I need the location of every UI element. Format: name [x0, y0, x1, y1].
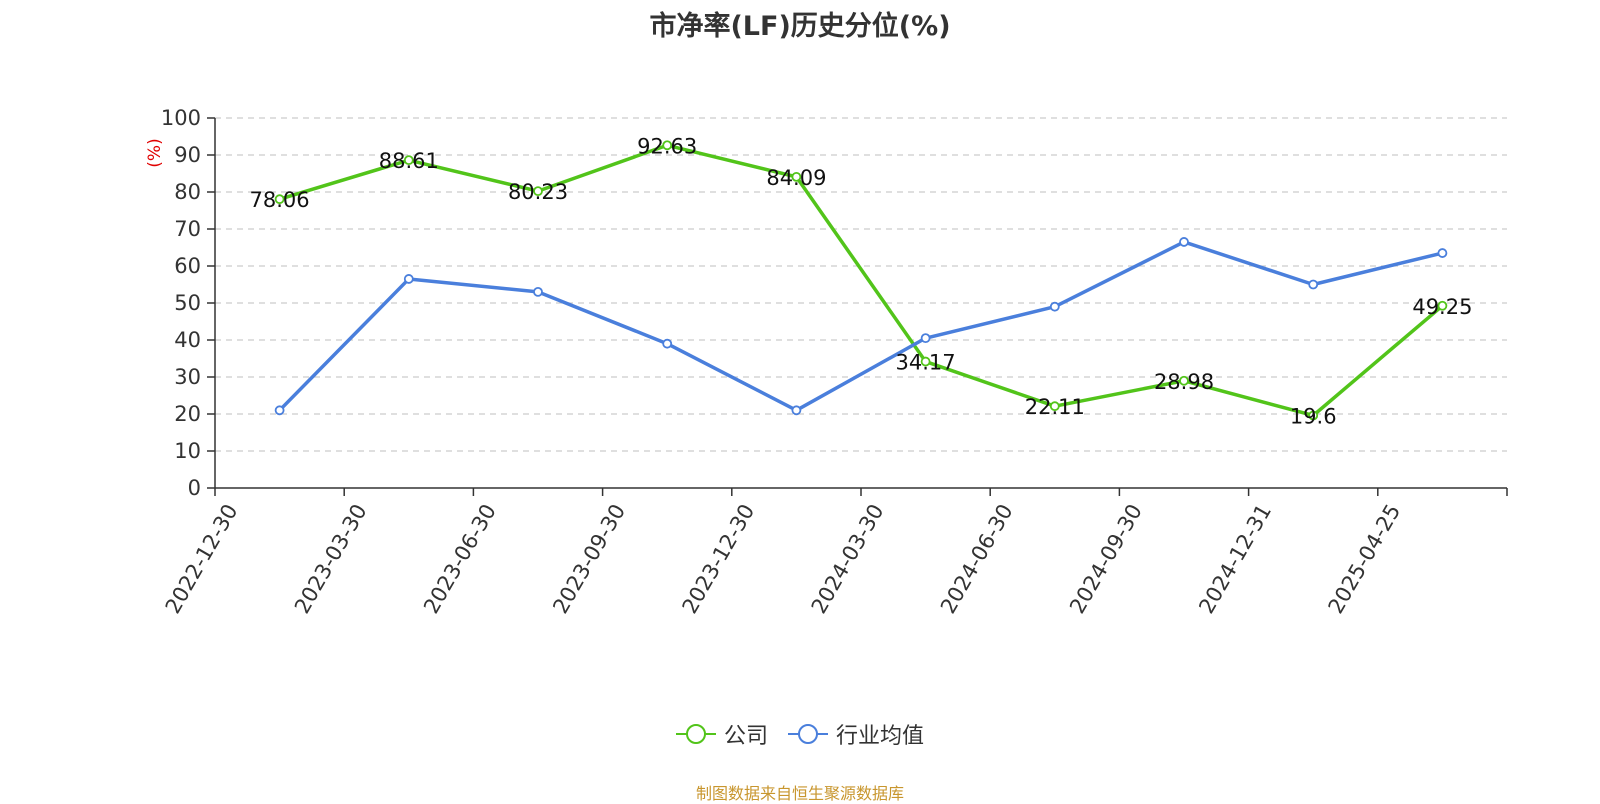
series-point-1 [1179, 237, 1189, 247]
data-labels: 78.06 88.61 80.23 92.63 84.09 34.17 22.11 28.98… [250, 134, 1473, 428]
series-line-0 [279, 143, 1444, 418]
x-tick-label: 2023-12-30 [677, 500, 759, 618]
y-axis-label: (%) [145, 138, 165, 167]
x-tick-label: 2024-12-31 [1194, 500, 1276, 618]
y-tick-label: 30 [174, 365, 201, 389]
chart-title: 市净率(LF)历史分位(%) [649, 11, 951, 42]
data-label: 22.11 [1025, 395, 1085, 419]
series-point-1 [274, 405, 285, 416]
legend-marker-company [675, 724, 716, 744]
x-tick-label: 2023-06-30 [419, 500, 501, 618]
series [274, 140, 1448, 421]
series-point-0 [1049, 401, 1060, 412]
data-label: 88.61 [379, 149, 439, 173]
y-tick-label: 70 [174, 217, 201, 241]
legend-item-industry[interactable]: 行业均值 [788, 718, 924, 750]
y-tick-label: 10 [174, 439, 201, 463]
y-tick-label: 0 [188, 476, 201, 500]
data-label: 92.63 [637, 134, 697, 158]
line-chart: 0 10 20 30 40 50 60 70 80 90 100 (%) 2022-12-30 2023-… [145, 106, 1508, 618]
series-point-0 [274, 194, 285, 205]
series-point-0 [533, 186, 543, 197]
x-tick-label: 2023-03-30 [290, 500, 372, 618]
series-point-1 [920, 333, 931, 344]
series-point-1 [533, 286, 543, 297]
y-tick-label: 100 [161, 106, 201, 130]
y-tick-label: 50 [174, 291, 201, 315]
series-point-0 [403, 155, 414, 166]
legend-label-company: 公司 [723, 724, 768, 749]
y-tick-label: 20 [174, 402, 201, 426]
series-point-0 [920, 356, 931, 367]
data-label: 78.06 [250, 188, 310, 212]
series-point-1 [791, 405, 802, 416]
series-point-1 [1308, 279, 1319, 290]
data-label: 19.6 [1290, 404, 1337, 428]
y-tick-label: 60 [174, 254, 201, 278]
series-point-0 [1437, 300, 1448, 311]
x-tick-label: 2024-09-30 [1065, 500, 1147, 618]
data-label: 34.17 [896, 351, 956, 375]
series-point-1 [1437, 248, 1448, 258]
series-point-1 [1049, 301, 1060, 312]
y-tick-label: 80 [174, 180, 201, 204]
data-label: 80.23 [508, 180, 568, 204]
series-line-1 [278, 240, 1443, 413]
y-tick-label: 90 [174, 143, 201, 167]
legend-item-company[interactable]: 公司 [675, 718, 768, 750]
legend-marker-industry [788, 724, 828, 744]
series-point-0 [662, 140, 673, 151]
data-label: 28.98 [1154, 370, 1214, 394]
series-point-0 [1179, 375, 1189, 386]
legend-label-industry: 行业均值 [836, 724, 925, 749]
x-tick-label: 2024-06-30 [936, 500, 1018, 618]
data-label: 84.09 [766, 166, 826, 190]
series-point-1 [403, 274, 414, 284]
x-tick-label: 2023-09-30 [548, 500, 630, 618]
x-tick-label: 2022-12-30 [161, 500, 243, 618]
x-tick-label: 2024-03-30 [807, 500, 889, 618]
series-point-0 [1308, 410, 1319, 421]
source-note: 制图数据来自恒生聚源数据库 [695, 784, 904, 803]
series-point-0 [791, 171, 802, 182]
legend: 公司 行业均值 [0, 718, 1600, 750]
data-label: 49.25 [1412, 295, 1472, 319]
x-tick-label: 2025-04-25 [1323, 500, 1405, 618]
series-point-1 [662, 338, 673, 349]
y-tick-label: 40 [174, 328, 201, 352]
